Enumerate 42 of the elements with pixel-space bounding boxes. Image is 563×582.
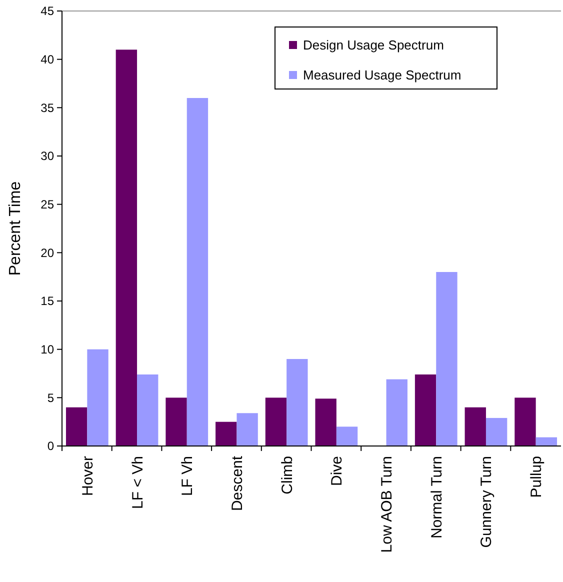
x-tick-label: Hover: [79, 456, 96, 496]
x-tick-label: Dive: [328, 456, 346, 486]
bar: [436, 272, 458, 446]
x-tick-label: Descent: [228, 455, 246, 512]
bar: [216, 422, 237, 446]
bar: [336, 426, 358, 446]
bar: [116, 50, 138, 446]
x-tick-label: Normal Turn: [428, 456, 446, 539]
x-tick-label: Climb: [278, 456, 296, 494]
y-tick-label: 25: [40, 198, 54, 212]
bar: [236, 413, 258, 446]
y-tick-label: 10: [40, 342, 54, 357]
y-tick-label: 35: [40, 100, 54, 115]
y-tick-label: 20: [40, 246, 54, 260]
bar: [536, 437, 558, 446]
bar: [286, 359, 308, 446]
x-tick-label: Pullup: [528, 456, 546, 498]
bar: [315, 398, 336, 446]
bar: [66, 407, 88, 446]
bar: [514, 398, 536, 446]
bar: [186, 98, 208, 446]
bar: [464, 407, 486, 446]
x-tick-label: LF < Vh: [129, 456, 146, 509]
legend-label: Measured Usage Spectrum: [303, 68, 462, 83]
y-tick-label: 40: [40, 52, 54, 67]
bar: [265, 398, 287, 446]
bar: [486, 418, 508, 446]
x-tick-label: LF Vh: [179, 456, 196, 496]
bar: [414, 374, 436, 446]
bar: [137, 374, 158, 446]
y-tick-label: 0: [47, 439, 54, 454]
legend-label: Design Usage Spectrum: [303, 38, 444, 53]
bar: [87, 349, 108, 446]
bar: [386, 379, 408, 446]
y-tick-label: 15: [40, 294, 54, 308]
x-tick-label: Gunnery Turn: [478, 456, 496, 548]
y-tick-label: 5: [47, 390, 54, 405]
y-tick-label: 45: [40, 4, 54, 18]
y-axis-title: Percent Time: [7, 181, 24, 276]
y-tick-label: 30: [40, 149, 54, 164]
bar: [166, 398, 187, 446]
x-tick-label: Low AOB Turn: [378, 456, 396, 553]
